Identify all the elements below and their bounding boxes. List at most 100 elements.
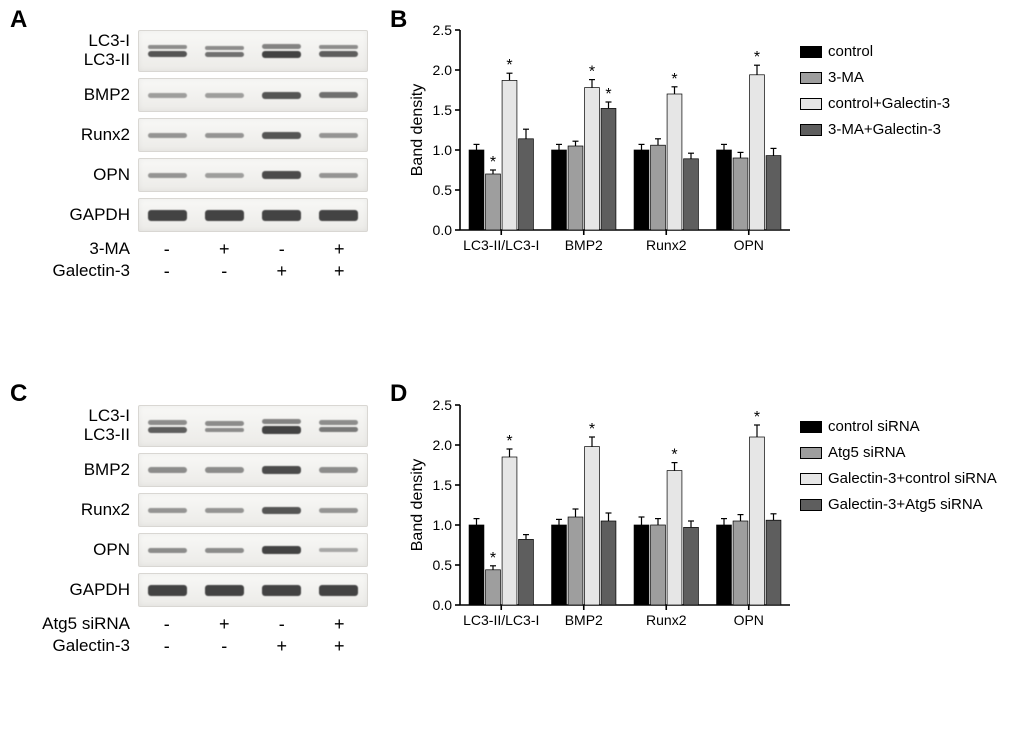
wb-row-label: Runx2 (20, 126, 138, 145)
wb-lane (196, 119, 253, 151)
bar (568, 146, 583, 230)
wb-band (262, 210, 302, 221)
wb-band (205, 133, 245, 138)
wb-band (319, 92, 359, 98)
wb-lane (196, 79, 253, 111)
bar (634, 525, 649, 605)
legend-swatch (800, 46, 822, 58)
wb-row: BMP2 (20, 453, 368, 487)
wb-condition-cell: - (138, 614, 196, 635)
wb-band (319, 45, 359, 49)
legend-item: control siRNA (800, 415, 997, 439)
bar (750, 437, 765, 605)
svg-text:Band density: Band density (410, 84, 426, 177)
wb-condition-label: 3-MA (20, 239, 138, 259)
svg-text:*: * (671, 447, 677, 464)
wb-band (148, 133, 188, 138)
wb-condition-cell: + (311, 261, 369, 282)
wb-lane (253, 199, 310, 231)
svg-text:*: * (490, 550, 496, 567)
svg-text:*: * (589, 64, 595, 81)
wb-band (319, 420, 359, 425)
bar (585, 88, 600, 230)
svg-text:1.5: 1.5 (433, 102, 453, 118)
legend-label: 3-MA+Galectin-3 (828, 118, 941, 142)
chart-svg: 0.00.51.01.52.02.5Band densityLC3-II/LC3… (410, 395, 795, 635)
wb-band (262, 171, 302, 179)
wb-row-label: GAPDH (20, 206, 138, 225)
wb-row: Runx2 (20, 493, 368, 527)
wb-membrane (138, 405, 368, 447)
wb-band (205, 508, 245, 513)
wb-band (319, 427, 359, 432)
bar (552, 525, 567, 605)
wb-condition-label: Galectin-3 (20, 636, 138, 656)
legend-swatch (800, 499, 822, 511)
bar (601, 108, 616, 230)
wb-lane (310, 31, 367, 71)
bar (502, 457, 517, 605)
wb-band (148, 548, 188, 553)
bar (733, 158, 748, 230)
wb-band (319, 133, 359, 138)
wb-lane (196, 454, 253, 486)
wb-condition-cell: + (253, 636, 311, 657)
wb-band (319, 210, 359, 221)
wb-lane (196, 199, 253, 231)
legend-label: Galectin-3+Atg5 siRNA (828, 493, 983, 517)
wb-row: LC3-ILC3-II (20, 30, 368, 72)
wb-lane (139, 31, 196, 71)
wb-lane (139, 574, 196, 606)
bar (750, 75, 765, 230)
wb-row: GAPDH (20, 573, 368, 607)
wb-lane (196, 159, 253, 191)
wb-band (262, 546, 302, 554)
wb-band (148, 173, 188, 178)
wb-band (205, 585, 245, 596)
wb-row: GAPDH (20, 198, 368, 232)
wb-row: OPN (20, 158, 368, 192)
panel-letter-c: C (10, 380, 27, 408)
wb-band (148, 93, 188, 98)
wb-lane (253, 159, 310, 191)
wb-band (319, 548, 359, 552)
wb-band (319, 173, 359, 178)
wb-lane (139, 534, 196, 566)
wb-condition-cell: + (311, 614, 369, 635)
legend-item: control+Galectin-3 (800, 92, 950, 116)
wb-condition-row: Atg5 siRNA-+-+ (20, 613, 368, 635)
wb-condition-cell: + (311, 636, 369, 657)
svg-text:BMP2: BMP2 (565, 237, 603, 253)
bar (552, 150, 567, 230)
wb-band (205, 210, 245, 221)
wb-condition-cell: + (253, 261, 311, 282)
wb-band (319, 508, 359, 513)
bar (717, 525, 732, 605)
wb-lane (139, 199, 196, 231)
svg-text:Runx2: Runx2 (646, 612, 687, 628)
bar (684, 527, 699, 605)
svg-text:*: * (506, 57, 512, 74)
wb-lane (253, 406, 310, 446)
legend-label: control (828, 40, 873, 64)
wb-row-label: GAPDH (20, 581, 138, 600)
wb-row-label: BMP2 (20, 86, 138, 105)
wb-condition-row: Galectin-3--++ (20, 260, 368, 282)
wb-lane (139, 119, 196, 151)
wb-band (262, 466, 302, 474)
wb-band (262, 507, 302, 514)
wb-lane (253, 494, 310, 526)
svg-text:*: * (605, 86, 611, 103)
panel-letter-b: B (390, 6, 407, 34)
wb-row-label: OPN (20, 541, 138, 560)
chart-svg: 0.00.51.01.52.02.5Band densityLC3-II/LC3… (410, 20, 795, 260)
bar (766, 156, 781, 230)
wb-lane (139, 159, 196, 191)
wb-condition-cell: - (196, 261, 254, 282)
svg-text:2.0: 2.0 (433, 62, 453, 78)
wb-lane (310, 159, 367, 191)
legend-swatch (800, 473, 822, 485)
bar (585, 447, 600, 605)
legend-item: Atg5 siRNA (800, 441, 997, 465)
bar (766, 520, 781, 605)
